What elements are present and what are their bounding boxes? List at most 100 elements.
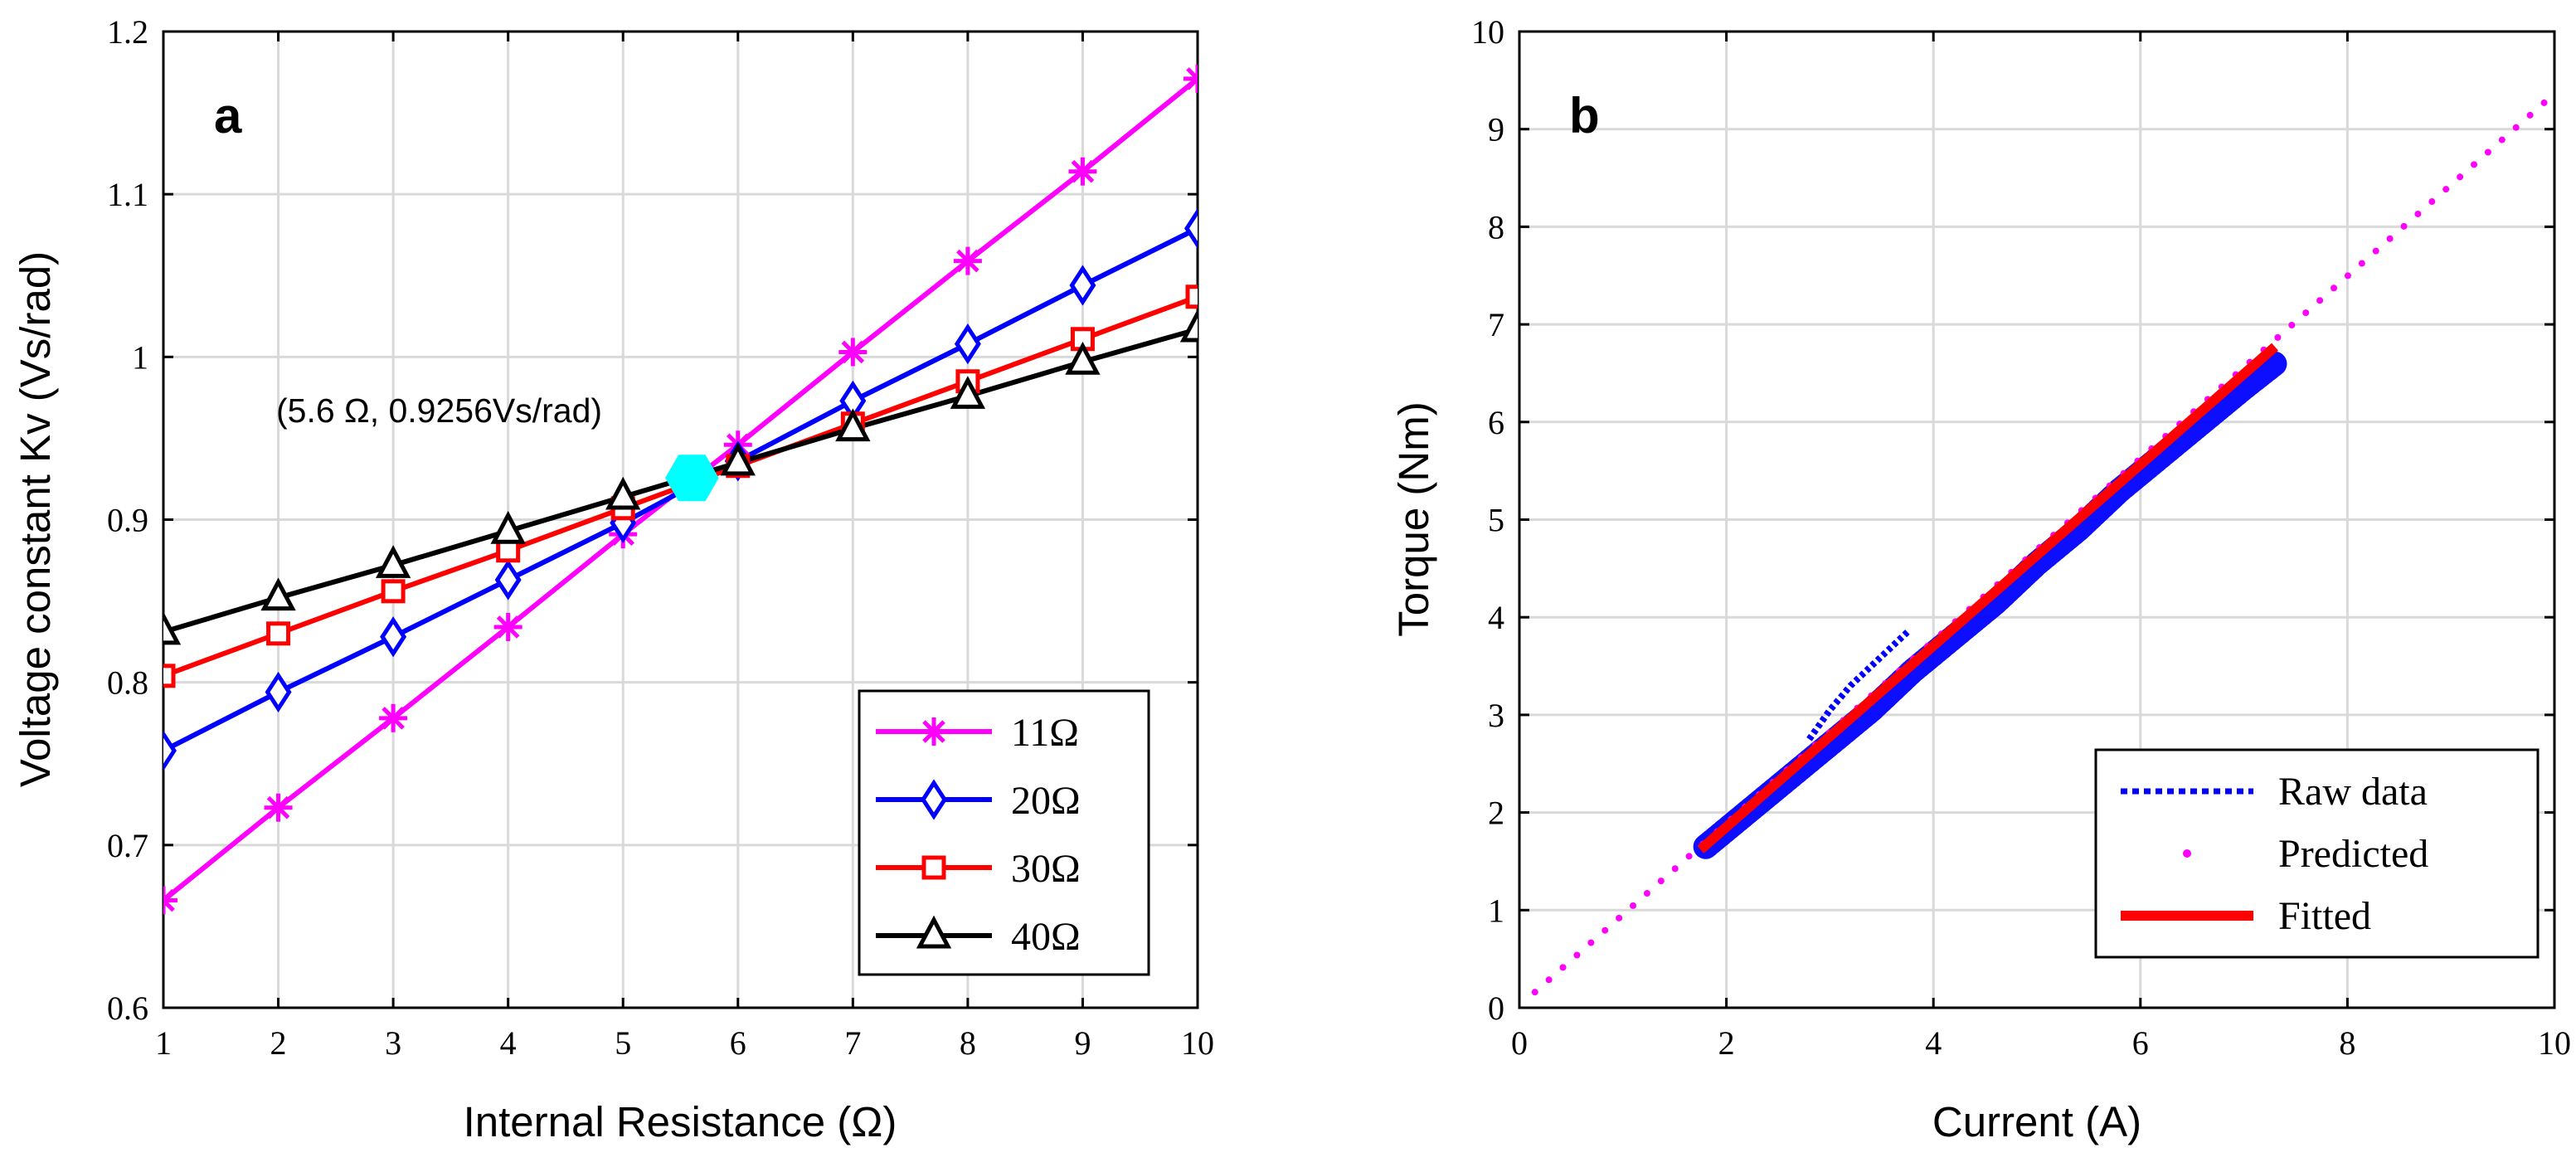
predicted-dot — [2372, 247, 2379, 255]
predicted-dot — [2358, 260, 2365, 267]
panel-b-chart: 0 2 4 6 8 10 0 1 2 3 4 5 6 7 8 9 10 b Current (A) Torque… — [1390, 13, 2571, 1145]
x-tick-label: 4 — [1925, 1024, 1942, 1062]
predicted-dot — [1685, 853, 1693, 860]
data-point-asterisk — [264, 793, 293, 822]
data-point-triangle — [835, 408, 871, 442]
data-point-triangle — [605, 476, 641, 510]
predicted-dot — [2471, 161, 2478, 168]
predicted-dot — [1531, 989, 1538, 996]
data-point-square — [266, 621, 291, 646]
legend-entry-label: Predicted — [2278, 832, 2428, 876]
panel-a-x-axis-label: Internal Resistance (Ω) — [464, 1098, 897, 1145]
data-point-triangle — [1179, 309, 1198, 343]
predicted-dot — [2386, 235, 2394, 242]
predicted-dot — [1573, 951, 1581, 959]
data-point-triangle — [375, 545, 411, 578]
predicted-dot — [1657, 878, 1665, 885]
x-tick-label: 6 — [2132, 1024, 2149, 1062]
x-tick-label: 9 — [1074, 1024, 1091, 1062]
predicted-dot — [1616, 914, 1623, 921]
x-tick-label: 10 — [1181, 1024, 1214, 1062]
legend-box — [2094, 748, 2540, 959]
intersection-point — [665, 455, 719, 502]
legend-dot-predicted — [2183, 849, 2191, 858]
predicted-dot — [2400, 222, 2408, 230]
data-point-asterisk — [953, 246, 982, 275]
predicted-dot — [1601, 926, 1609, 934]
asterisk-stroke — [163, 888, 175, 904]
y-tick-label: 3 — [1488, 697, 1504, 734]
fitted-line — [1697, 343, 2278, 853]
asterisk-stroke — [1071, 159, 1095, 183]
x-tick-label: 5 — [615, 1024, 631, 1062]
data-point-diamond — [265, 671, 292, 713]
legend-entry-label: 11Ω — [1011, 711, 1079, 755]
y-tick-label: 0 — [1488, 990, 1504, 1027]
data-point-square — [1185, 284, 1198, 309]
y-tick-label: 8 — [1488, 208, 1504, 246]
y-tick-label: 0.8 — [107, 664, 148, 702]
predicted-dot — [2288, 321, 2296, 328]
data-point-asterisk — [1184, 64, 1198, 93]
legend-marker-square — [921, 855, 946, 880]
data-point-square — [496, 538, 521, 563]
y-tick-label: 0.6 — [107, 990, 148, 1027]
x-tick-label: 8 — [2339, 1024, 2355, 1062]
predicted-dot — [2414, 210, 2422, 217]
legend-marker-asterisk — [920, 717, 948, 746]
data-point-triangle — [1065, 341, 1101, 375]
panel-a-legend: 11Ω 20Ω 30Ω 40Ω — [858, 689, 1150, 976]
y-tick-label: 5 — [1488, 502, 1504, 539]
predicted-dot — [2498, 136, 2506, 143]
data-point-diamond — [380, 616, 407, 658]
legend-entry-label: 30Ω — [1011, 847, 1081, 891]
asterisk-stroke — [956, 249, 979, 273]
predicted-dot — [2428, 198, 2436, 206]
asterisk-stroke — [1186, 67, 1198, 82]
predicted-dot — [2526, 111, 2534, 119]
predicted-dot — [1559, 964, 1567, 971]
predicted-dot — [2457, 173, 2464, 181]
legend-marker-triangle — [916, 915, 952, 949]
y-tick-label: 0.7 — [107, 827, 148, 864]
y-tick-label: 1 — [132, 338, 148, 376]
predicted-dot — [2442, 186, 2450, 193]
legend-entry-label: Fitted — [2278, 894, 2371, 938]
predicted-dot — [2540, 99, 2548, 106]
panel-a-ticks: 1 2 3 4 5 6 7 8 9 10 0.6 0.7 0.8 0.9 1 1.1 1.2 — [107, 13, 1214, 1062]
y-tick-label: 6 — [1488, 404, 1504, 441]
predicted-dot — [2344, 272, 2351, 280]
x-tick-label: 2 — [270, 1024, 287, 1062]
y-tick-label: 4 — [1488, 599, 1504, 636]
asterisk-stroke — [382, 707, 405, 730]
data-point-asterisk — [163, 886, 177, 915]
y-tick-label: 2 — [1488, 795, 1504, 832]
predicted-dot — [2274, 333, 2282, 341]
panel-b-y-axis-label: Torque (Nm) — [1390, 401, 1437, 636]
data-point-square — [163, 664, 176, 688]
y-tick-label: 1.1 — [107, 176, 148, 213]
y-tick-label: 1 — [1488, 892, 1504, 929]
data-point-diamond — [1069, 265, 1096, 306]
x-tick-label: 1 — [155, 1024, 172, 1062]
annotation-label: (5.6 Ω, 0.9256Vs/rad) — [276, 391, 602, 430]
x-tick-label: 8 — [960, 1024, 976, 1062]
data-point-asterisk — [493, 612, 522, 641]
y-tick-label: 10 — [1471, 13, 1504, 51]
predicted-dot — [2484, 148, 2491, 156]
legend-entry-label: 40Ω — [1011, 915, 1081, 959]
panel-a-chart: 1 2 3 4 5 6 7 8 9 10 0.6 0.7 0.8 0.9 1 1.1 1.2 (5.6 Ω, 0… — [12, 13, 1214, 1145]
data-point-asterisk — [1068, 157, 1097, 186]
y-tick-label: 1.2 — [107, 13, 148, 51]
x-tick-label: 0 — [1511, 1024, 1528, 1062]
data-point-triangle — [950, 376, 986, 409]
predicted-dot — [1643, 890, 1650, 897]
panel-b-x-axis-label: Current (A) — [1932, 1098, 2141, 1145]
predicted-dot — [2302, 309, 2310, 317]
data-point-triangle — [260, 577, 296, 611]
data-point-diamond — [163, 730, 177, 771]
asterisk-stroke — [1186, 75, 1198, 90]
panel-a-series — [163, 64, 1198, 915]
asterisk-stroke — [163, 897, 175, 912]
